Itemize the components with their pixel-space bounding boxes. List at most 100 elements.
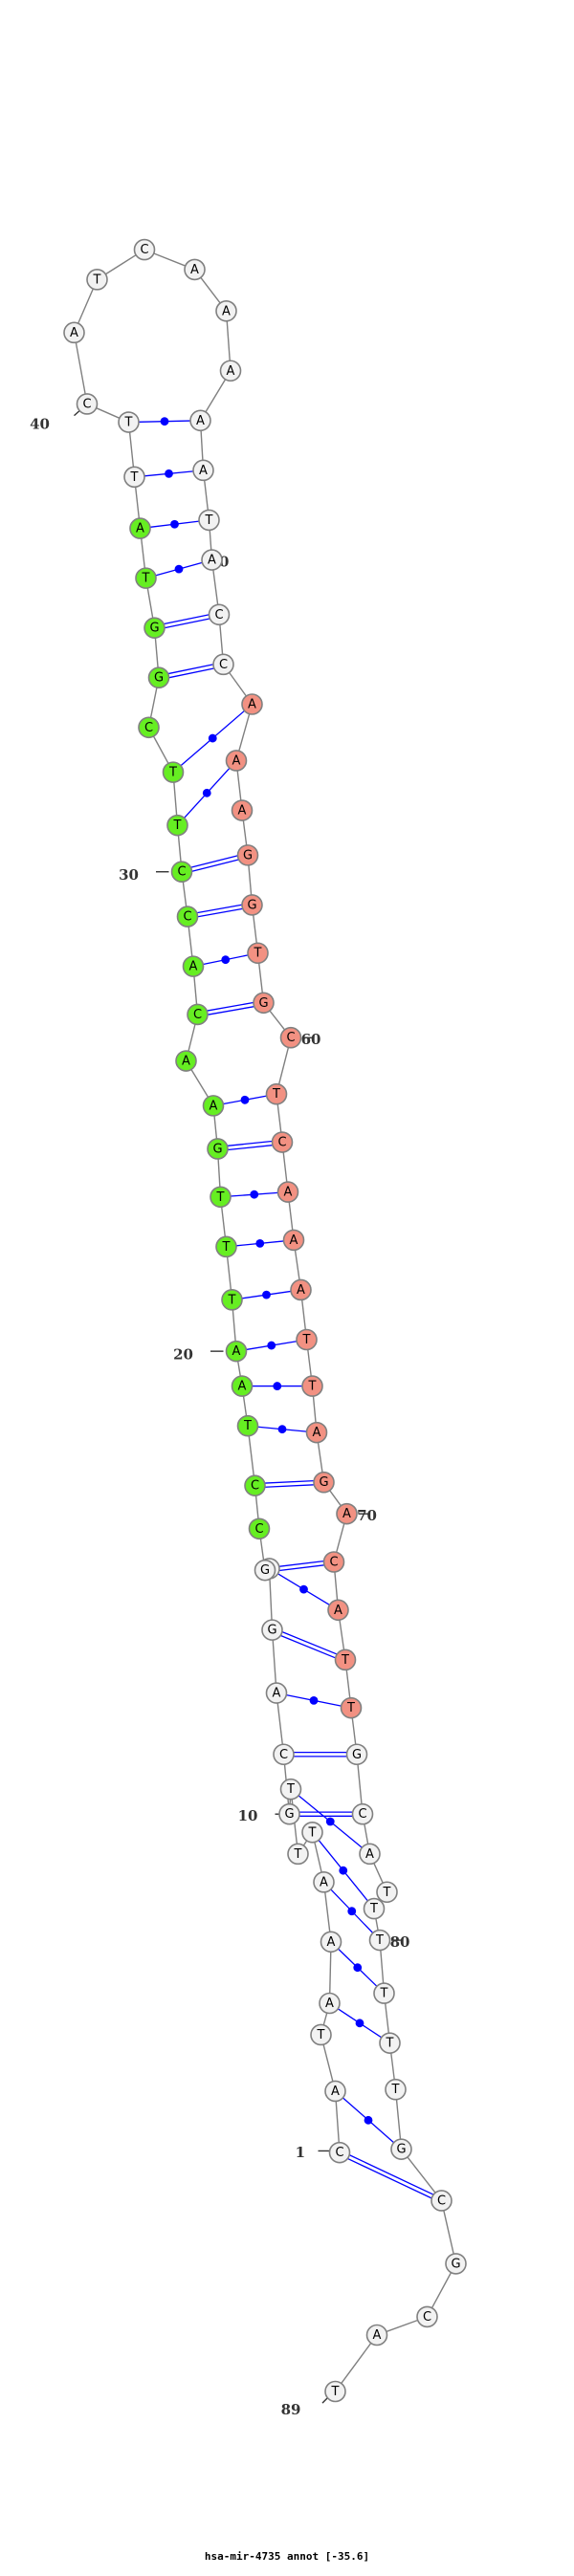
nucleotide-38-T[interactable]: T (123, 466, 145, 489)
nucleotide-62-C[interactable]: C (271, 1131, 294, 1153)
nucleotide-59-G[interactable]: G (253, 992, 275, 1015)
nucleotide-circle[interactable] (225, 750, 248, 772)
nucleotide-circle[interactable] (241, 693, 263, 715)
nucleotide-circle[interactable] (221, 1289, 243, 1311)
nucleotide-34-G[interactable]: G (147, 666, 170, 689)
nucleotide-78-T[interactable]: T (376, 1881, 398, 1904)
nucleotide-48-A[interactable]: A (192, 459, 214, 482)
nucleotide-circle[interactable] (162, 761, 185, 783)
nucleotide-32-T[interactable]: T (162, 761, 185, 783)
nucleotide-circle[interactable] (212, 653, 234, 676)
nucleotide-circle[interactable] (271, 1131, 294, 1153)
nucleotide-53-A[interactable]: A (241, 693, 263, 715)
nucleotide-circle[interactable] (301, 1821, 323, 1844)
nucleotide-65-A[interactable]: A (290, 1278, 312, 1301)
nucleotide-35-G[interactable]: G (144, 617, 166, 639)
nucleotide-circle[interactable] (225, 1340, 248, 1363)
nucleotide-6-A[interactable]: A (313, 1871, 335, 1893)
nucleotide-circle[interactable] (273, 1743, 295, 1766)
nucleotide-89-T[interactable]: T (324, 2380, 346, 2403)
nucleotide-circle[interactable] (192, 459, 214, 482)
nucleotide-circle[interactable] (334, 1648, 357, 1671)
nucleotide-18-T[interactable]: T (236, 1414, 259, 1437)
nucleotide-66-T[interactable]: T (296, 1328, 318, 1351)
nucleotide-circle[interactable] (198, 509, 220, 532)
nucleotide-75-G[interactable]: G (345, 1743, 368, 1766)
nucleotide-circle[interactable] (182, 955, 205, 977)
nucleotide-circle[interactable] (133, 238, 156, 261)
nucleotide-87-C[interactable]: C (416, 2305, 438, 2328)
nucleotide-circle[interactable] (301, 1375, 323, 1397)
nucleotide-29-C[interactable]: C (176, 906, 199, 928)
nucleotide-12-A[interactable]: A (265, 1682, 288, 1704)
nucleotide-25-A[interactable]: A (202, 1095, 225, 1117)
nucleotide-circle[interactable] (76, 393, 99, 415)
nucleotide-circle[interactable] (296, 1328, 318, 1351)
nucleotide-80-T[interactable]: T (368, 1929, 391, 1952)
nucleotide-circle[interactable] (324, 2380, 346, 2403)
nucleotide-circle[interactable] (187, 1003, 209, 1026)
nucleotide-74-T[interactable]: T (340, 1696, 363, 1719)
nucleotide-51-C[interactable]: C (208, 603, 231, 626)
nucleotide-circle[interactable] (261, 1619, 283, 1641)
nucleotide-circle[interactable] (189, 409, 211, 432)
nucleotide-11-C[interactable]: C (273, 1743, 295, 1766)
nucleotide-circle[interactable] (236, 844, 259, 866)
nucleotide-39-T[interactable]: T (118, 411, 140, 433)
nucleotide-circle[interactable] (390, 2138, 412, 2160)
nucleotide-1-C[interactable]: C (328, 2141, 351, 2164)
nucleotide-circle[interactable] (248, 1517, 271, 1540)
nucleotide-3-T[interactable]: T (310, 2023, 332, 2046)
nucleotide-circle[interactable] (351, 1802, 374, 1825)
nucleotide-40-C[interactable]: C (76, 393, 99, 415)
nucleotide-circle[interactable] (282, 1229, 305, 1252)
nucleotide-circle[interactable] (359, 1843, 381, 1866)
nucleotide-63-A[interactable]: A (276, 1181, 299, 1203)
nucleotide-60-C[interactable]: C (279, 1026, 302, 1049)
nucleotide-circle[interactable] (310, 2023, 332, 2046)
nucleotide-circle[interactable] (219, 360, 242, 382)
nucleotide-24-G[interactable]: G (207, 1138, 229, 1160)
nucleotide-2-A[interactable]: A (324, 2080, 346, 2103)
nucleotide-circle[interactable] (147, 666, 170, 689)
nucleotide-55-A[interactable]: A (231, 799, 254, 821)
nucleotide-circle[interactable] (253, 992, 275, 1015)
nucleotide-circle[interactable] (324, 2080, 346, 2103)
nucleotide-83-T[interactable]: T (385, 2078, 407, 2101)
nucleotide-4-A[interactable]: A (319, 1992, 341, 2015)
nucleotide-circle[interactable] (430, 2190, 453, 2212)
nucleotide-circle[interactable] (123, 466, 145, 489)
nucleotide-circle[interactable] (328, 2141, 351, 2164)
nucleotide-8-T[interactable]: T (287, 1843, 309, 1866)
nucleotide-52-C[interactable]: C (212, 653, 234, 676)
nucleotide-circle[interactable] (340, 1696, 363, 1719)
nucleotide-30-C[interactable]: C (170, 861, 193, 884)
nucleotide-circle[interactable] (313, 1871, 335, 1893)
nucleotide-circle[interactable] (385, 2078, 407, 2101)
nucleotide-57-G[interactable]: G (241, 894, 263, 916)
nucleotide-73-T[interactable]: T (334, 1648, 357, 1671)
nucleotide-circle[interactable] (445, 2253, 467, 2275)
nucleotide-54-A[interactable]: A (225, 750, 248, 772)
nucleotide-77-A[interactable]: A (359, 1843, 381, 1866)
nucleotide-circle[interactable] (176, 906, 199, 928)
nucleotide-circle[interactable] (135, 567, 157, 589)
nucleotide-41-A[interactable]: A (63, 321, 85, 344)
nucleotide-42-T[interactable]: T (86, 269, 108, 291)
nucleotide-16-C[interactable]: C (248, 1517, 271, 1540)
nucleotide-circle[interactable] (373, 1982, 395, 2004)
nucleotide-circle[interactable] (319, 1992, 341, 2015)
nucleotide-49-T[interactable]: T (198, 509, 220, 532)
nucleotide-circle[interactable] (368, 1929, 391, 1952)
nucleotide-circle[interactable] (210, 1186, 232, 1209)
nucleotide-circle[interactable] (207, 1138, 229, 1160)
nucleotide-46-A[interactable]: A (219, 360, 242, 382)
nucleotide-circle[interactable] (265, 1082, 288, 1105)
nucleotide-33-C[interactable]: C (138, 716, 160, 739)
nucleotide-23-T[interactable]: T (210, 1186, 232, 1209)
nucleotide-22-T[interactable]: T (215, 1235, 237, 1258)
nucleotide-70-A[interactable]: A (336, 1502, 358, 1525)
nucleotide-circle[interactable] (376, 1881, 398, 1904)
nucleotide-86-G[interactable]: G (445, 2253, 467, 2275)
nucleotide-circle[interactable] (265, 1682, 288, 1704)
